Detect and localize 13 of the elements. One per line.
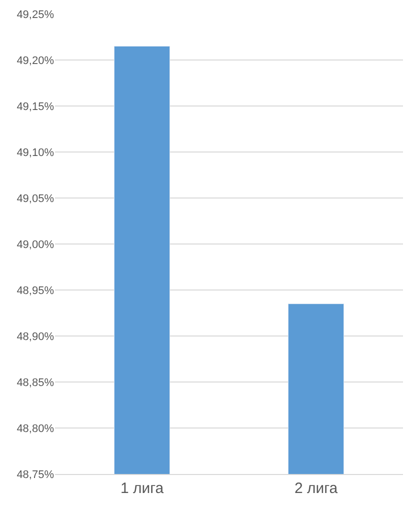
y-tick-label: 48,80% bbox=[16, 422, 54, 435]
y-tick-label: 48,90% bbox=[16, 330, 54, 343]
x-tick-label: 2 лига bbox=[294, 480, 338, 497]
y-tick-label: 49,15% bbox=[16, 100, 54, 113]
y-tick-label: 48,75% bbox=[16, 468, 54, 481]
y-tick-label: 48,85% bbox=[16, 376, 54, 389]
y-tick-label: 49,25% bbox=[16, 8, 54, 21]
y-tick-label: 49,00% bbox=[16, 238, 54, 251]
y-tick-label: 49,10% bbox=[16, 146, 54, 159]
y-tick-label: 49,05% bbox=[16, 192, 54, 205]
y-tick-label: 49,20% bbox=[16, 54, 54, 67]
x-tick-label: 1 лига bbox=[120, 480, 164, 497]
y-tick-label: 48,95% bbox=[16, 284, 54, 297]
